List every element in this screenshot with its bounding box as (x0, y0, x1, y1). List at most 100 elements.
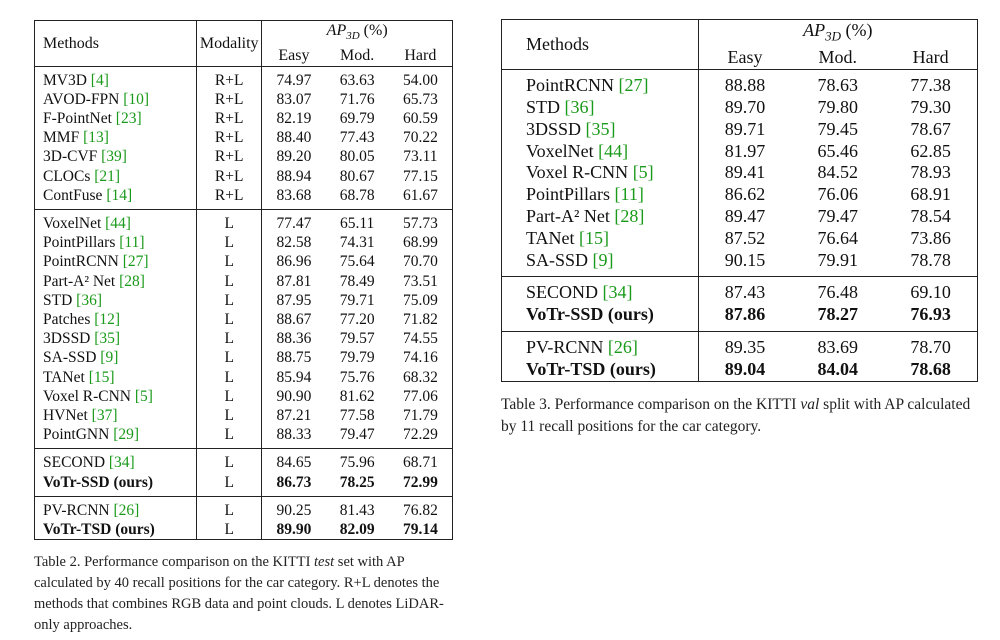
citation-link[interactable]: [35] (94, 330, 121, 348)
mod-value: 79.47 (817, 205, 859, 226)
citation-link[interactable]: [39] (101, 148, 127, 166)
method-name: MMF [13] (33, 128, 198, 148)
citation-link[interactable]: [9] (100, 349, 119, 367)
modality-cell: R+L (196, 70, 263, 90)
mod-value: 79.91 (817, 249, 859, 270)
easy-value: 77.47 (276, 215, 312, 233)
citation-link[interactable]: [28] (119, 272, 145, 290)
citation-link[interactable]: [10] (123, 90, 150, 108)
hard-value: 68.99 (388, 233, 453, 253)
method-name: PointGNN [29] (33, 425, 198, 445)
method-name: TANet [15] (501, 227, 699, 250)
table-row: PointPillars [11] L 82.58 74.31 68.99 (33, 233, 453, 253)
easy-value: 89.35 (724, 336, 766, 357)
hard-value: 73.51 (388, 271, 453, 291)
citation-link[interactable]: [36] (564, 96, 595, 117)
table-row: Voxel R-CNN [5] L 90.90 81.62 77.06 (33, 386, 453, 407)
method-name: ContFuse [14] (33, 185, 198, 206)
citation-link[interactable]: [11] (119, 234, 145, 252)
table-row: MMF [13] R+L 88.40 77.43 70.22 (33, 128, 453, 148)
citation-link[interactable]: [26] (607, 336, 638, 357)
header-ap3d: AP3D (%) (261, 20, 453, 47)
method-name: PointRCNN [27] (33, 252, 198, 272)
citation-link[interactable]: [15] (579, 227, 610, 248)
table-row: TANet [15] 87.52 76.64 73.86 (501, 227, 979, 250)
citation-link[interactable]: [44] (105, 215, 131, 233)
hard-value: 62.85 (884, 140, 979, 163)
mod-value: 80.05 (339, 148, 375, 166)
easy-value: 89.41 (724, 162, 766, 183)
hard-value: 78.54 (884, 205, 979, 228)
easy-value: 86.96 (276, 253, 312, 271)
easy-value: 89.20 (276, 148, 312, 166)
citation-link[interactable]: [23] (115, 110, 142, 127)
mod-value: 81.62 (339, 387, 375, 405)
mod-value: 78.49 (339, 272, 375, 290)
mod-value: 78.25 (339, 473, 375, 491)
table-row: VoxelNet [44] L 77.47 65.11 57.73 (33, 214, 453, 234)
hard-value: 70.70 (388, 252, 453, 272)
hard-value: 78.78 (884, 249, 979, 272)
citation-link[interactable]: [15] (88, 368, 115, 386)
citation-link[interactable]: [5] (134, 387, 153, 405)
table-row: PointRCNN [27] 88.88 78.63 77.38 (501, 75, 979, 97)
citation-link[interactable]: [29] (113, 426, 140, 444)
method-name: Patches [12] (33, 310, 198, 330)
citation-link[interactable]: [12] (94, 311, 121, 329)
citation-link[interactable]: [26] (113, 501, 140, 519)
easy-value: 83.68 (276, 186, 312, 204)
method-name: 3DSSD [35] (33, 329, 198, 349)
method-name: SA-SSD [9] (501, 249, 699, 272)
hard-value: 68.91 (884, 184, 979, 206)
hard-value: 60.59 (388, 109, 453, 129)
hard-value: 71.79 (388, 406, 453, 426)
citation-link[interactable]: [21] (94, 167, 121, 185)
easy-value: 82.58 (276, 234, 312, 252)
citation-link[interactable]: [5] (632, 162, 654, 183)
citation-link[interactable]: [14] (106, 186, 133, 204)
modality-cell: L (196, 233, 263, 253)
modality-cell: L (196, 290, 263, 311)
table-2: Methods Modality AP3D (%) Easy Mod. Hard… (33, 20, 453, 541)
mod-value: 84.52 (817, 162, 859, 183)
citation-link[interactable]: [44] (598, 140, 629, 161)
hard-value: 72.29 (388, 425, 453, 445)
citation-link[interactable]: [11] (614, 184, 644, 205)
citation-link[interactable]: [37] (91, 407, 118, 425)
hard-value: 79.30 (884, 96, 979, 119)
modality-cell: L (196, 214, 263, 234)
mod-value: 69.79 (339, 110, 375, 127)
easy-value: 81.97 (724, 140, 766, 161)
modality-cell: L (196, 348, 263, 368)
method-name: VoxelNet [44] (501, 140, 699, 163)
easy-value: 89.90 (261, 520, 326, 541)
easy-value: 87.81 (276, 272, 312, 290)
citation-link[interactable]: [27] (618, 75, 649, 96)
citation-link[interactable]: [27] (122, 253, 149, 271)
citation-link[interactable]: [36] (76, 291, 102, 309)
method-name: TANet [15] (33, 367, 198, 387)
table-row: HVNet [37] L 87.21 77.58 71.79 (33, 406, 453, 426)
citation-link[interactable]: [4] (90, 71, 109, 89)
mod-value: 77.43 (339, 129, 375, 147)
citation-link[interactable]: [35] (585, 118, 616, 139)
method-name: PV-RCNN [26] (501, 336, 699, 359)
method-name: STD [36] (33, 290, 198, 311)
citation-link[interactable]: [34] (602, 282, 633, 303)
hard-value: 54.00 (388, 70, 453, 90)
method-name: 3DSSD [35] (501, 118, 699, 141)
citation-link[interactable]: [34] (108, 454, 135, 472)
easy-value: 88.40 (276, 129, 312, 147)
mod-value: 79.45 (817, 118, 859, 139)
table-row: PV-RCNN [26] L 90.25 81.43 76.82 (33, 500, 453, 521)
citation-link[interactable]: [13] (83, 129, 109, 147)
table-row: VoxelNet [44] 81.97 65.46 62.85 (501, 140, 979, 163)
modality-cell: R+L (196, 147, 263, 167)
easy-value: 90.25 (276, 501, 312, 519)
modality-cell: L (196, 252, 263, 272)
easy-value: 87.43 (724, 282, 766, 303)
mod-value: 77.20 (339, 311, 375, 329)
table-row: SECOND [34] 87.43 76.48 69.10 (501, 282, 979, 305)
citation-link[interactable]: [9] (592, 249, 614, 270)
citation-link[interactable]: [28] (614, 205, 645, 226)
